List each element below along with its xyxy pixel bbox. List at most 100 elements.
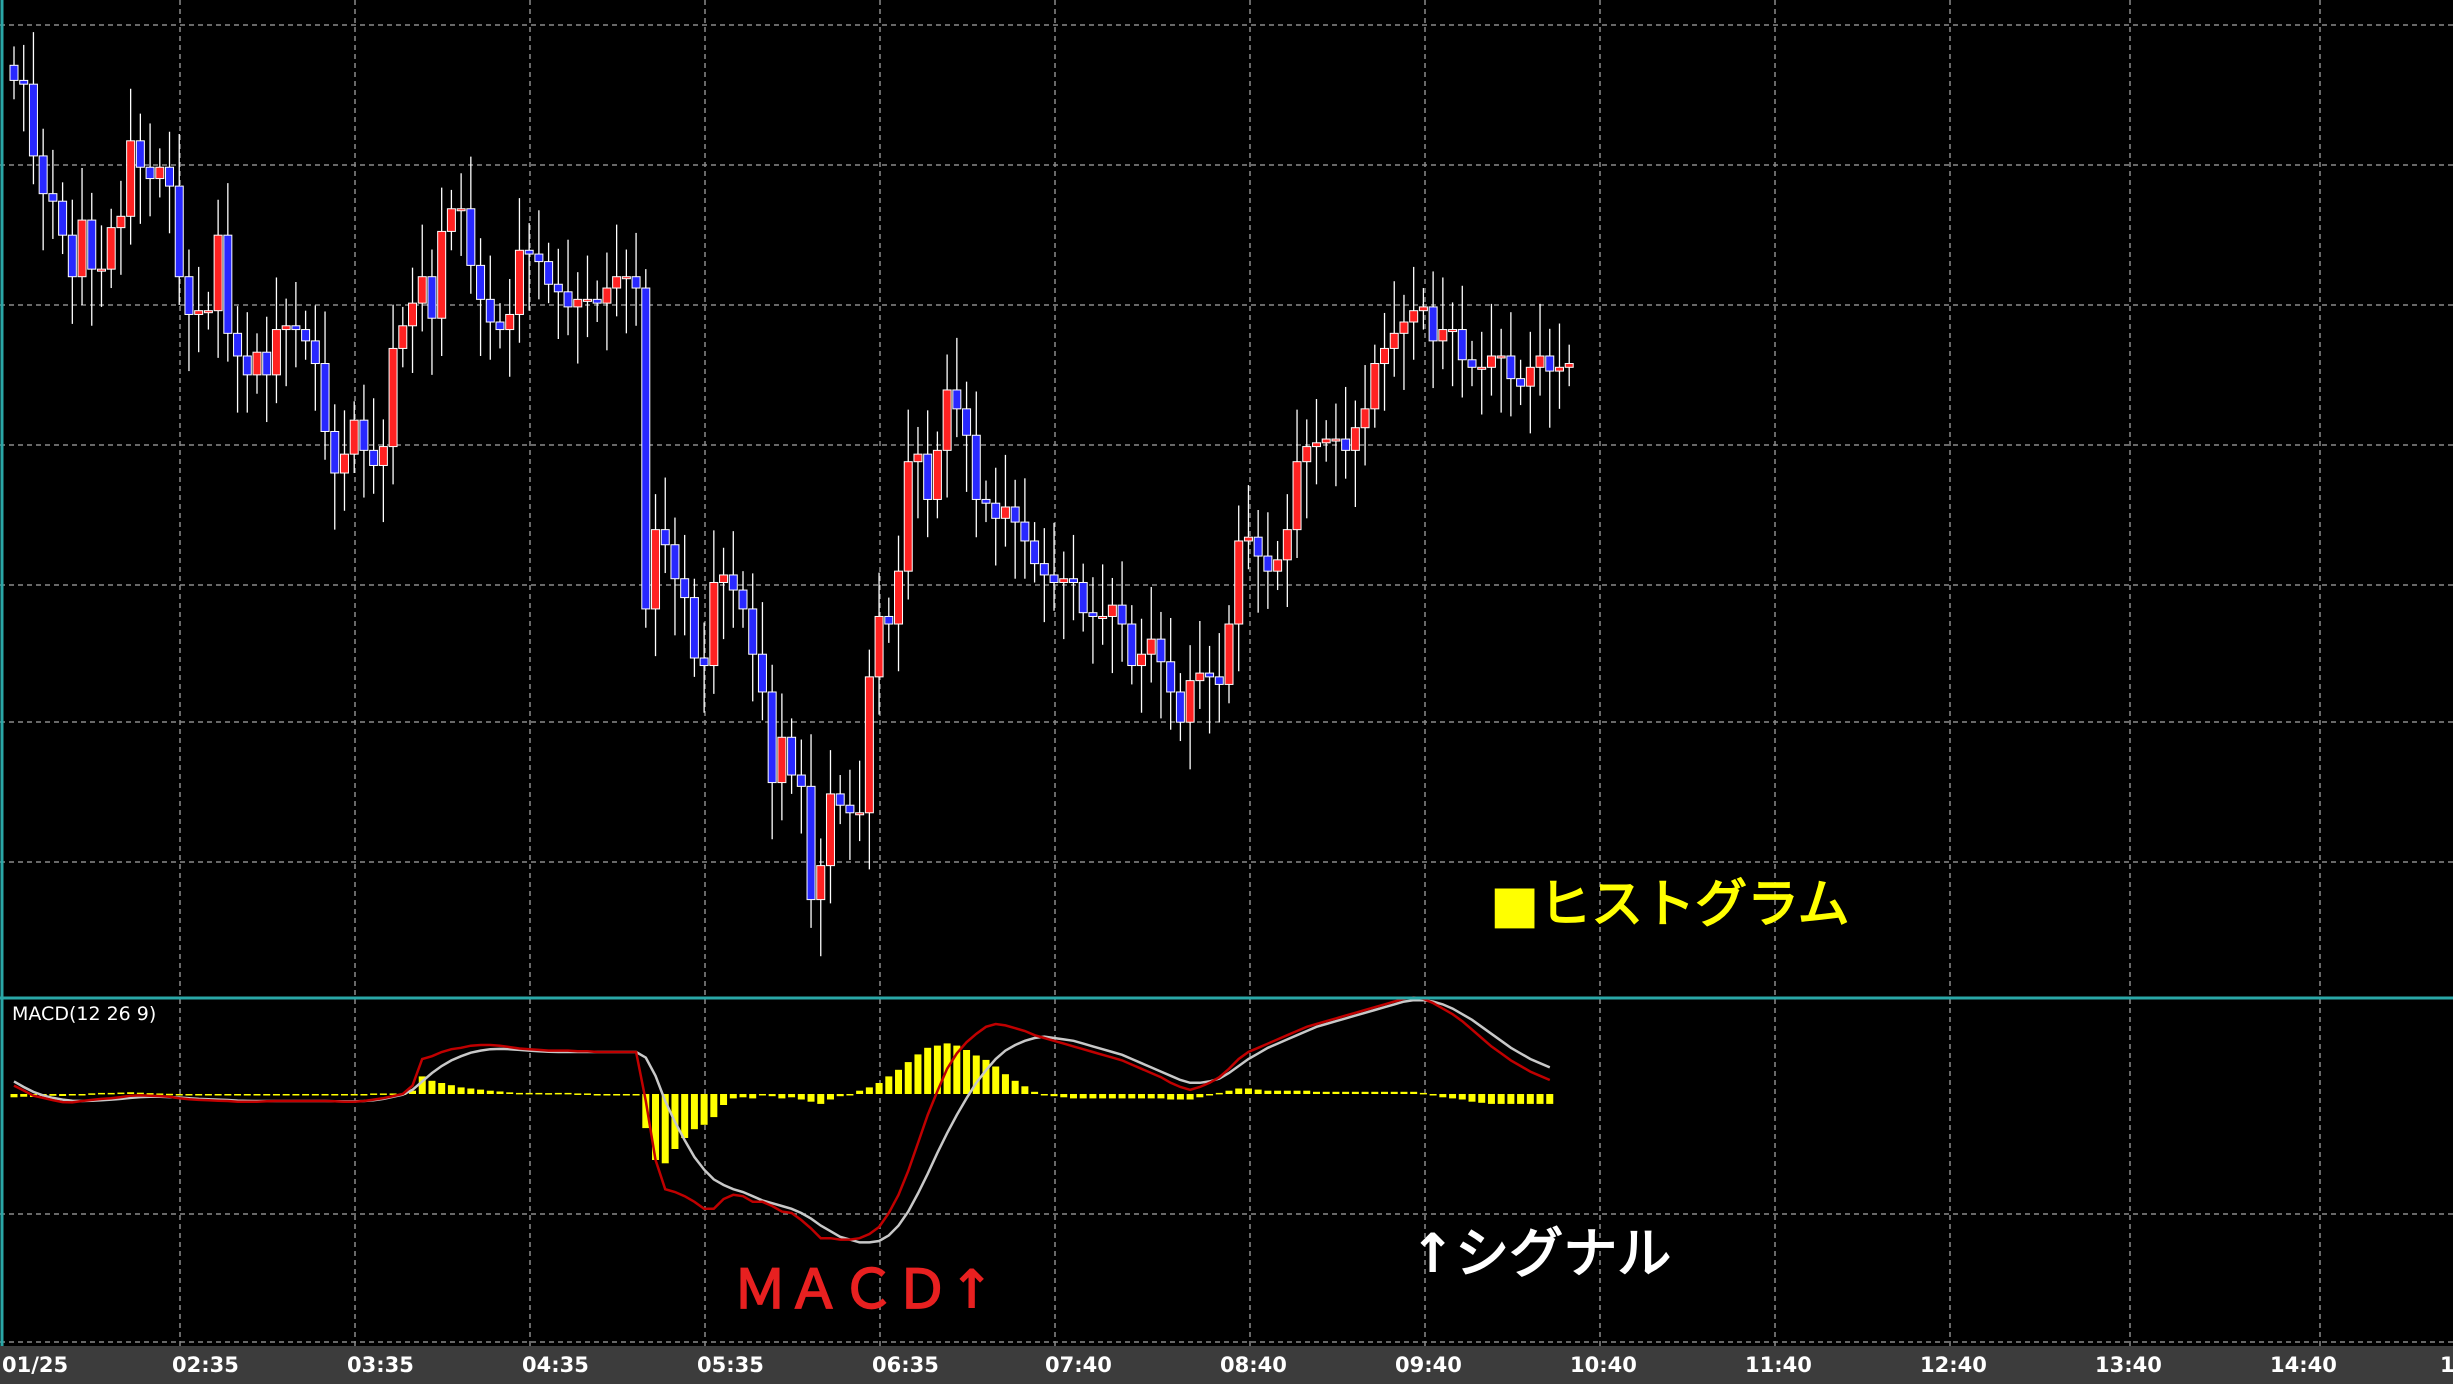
- bear-candle: [58, 200, 68, 236]
- bear-candle: [670, 544, 680, 580]
- x-tick-label: 01/25: [2, 1353, 68, 1377]
- bull-candle: [1224, 623, 1234, 685]
- histogram-bar: [1478, 1094, 1486, 1103]
- histogram-bar: [1225, 1090, 1233, 1094]
- bear-candle: [971, 434, 981, 500]
- x-tick-label: 06:35: [872, 1353, 939, 1377]
- bull-candle: [1107, 604, 1117, 617]
- histogram-bar: [88, 1093, 96, 1095]
- histogram-bar: [1507, 1094, 1515, 1104]
- histogram-bar: [10, 1094, 18, 1098]
- histogram-bar: [224, 1094, 232, 1096]
- bull-candle: [1448, 329, 1458, 333]
- histogram-bar: [1235, 1088, 1243, 1094]
- bull-candle: [573, 298, 583, 308]
- price-candles: [9, 32, 1574, 957]
- bull-candle: [913, 453, 923, 463]
- bear-candle: [369, 449, 379, 466]
- histogram-bar: [1458, 1094, 1466, 1100]
- histogram-bar: [340, 1094, 348, 1096]
- bear-candle: [320, 363, 330, 432]
- bull-candle: [1321, 438, 1331, 444]
- bull-candle: [1000, 506, 1010, 519]
- histogram-bar: [661, 1094, 669, 1164]
- bear-candle: [748, 608, 758, 655]
- histogram-bar: [409, 1090, 417, 1094]
- histogram-bar: [817, 1094, 825, 1104]
- bull-candle: [271, 329, 281, 376]
- bear-candle: [87, 219, 97, 270]
- bull-candle: [505, 313, 515, 331]
- signal-annotation: ↑シグナル: [1410, 1222, 1671, 1285]
- histogram-bar: [515, 1092, 523, 1095]
- bear-candle: [1341, 438, 1351, 451]
- bear-candle: [1175, 691, 1185, 723]
- bull-candle: [417, 276, 427, 304]
- bear-candle: [427, 276, 437, 319]
- histogram-bar: [1322, 1091, 1330, 1094]
- histogram-bar: [1099, 1094, 1107, 1099]
- bull-candle: [446, 208, 456, 232]
- bear-candle: [1068, 578, 1078, 583]
- histogram-bar: [1274, 1090, 1282, 1094]
- bear-candle: [359, 419, 369, 451]
- bull-candle: [1418, 306, 1428, 312]
- bull-candle: [1273, 559, 1283, 572]
- histogram-bar: [146, 1093, 154, 1095]
- histogram-bar: [992, 1066, 1000, 1094]
- bear-candle: [1214, 676, 1224, 685]
- histogram-bar: [758, 1094, 766, 1096]
- bull-candle: [1234, 540, 1244, 625]
- bear-candle: [145, 166, 155, 180]
- histogram-bar: [506, 1092, 514, 1094]
- histogram-bar: [78, 1094, 86, 1096]
- bull-candle: [339, 453, 349, 474]
- histogram-bar: [652, 1094, 660, 1160]
- bull-candle: [1302, 446, 1312, 463]
- histogram-bar: [1429, 1094, 1437, 1096]
- bear-candle: [38, 155, 48, 195]
- bull-candle: [514, 249, 524, 315]
- bear-candle: [174, 185, 184, 278]
- bull-candle: [1195, 672, 1205, 682]
- bull-candle: [719, 574, 729, 583]
- bear-candle: [806, 785, 816, 901]
- bear-candle: [845, 804, 855, 814]
- bear-candle: [1127, 623, 1137, 667]
- bull-candle: [1098, 615, 1108, 619]
- bear-candle: [495, 321, 505, 331]
- bear-candle: [233, 332, 243, 357]
- x-tick-label: 02:35: [172, 1353, 239, 1377]
- histogram-bar: [1546, 1094, 1554, 1104]
- bull-candle: [106, 227, 116, 270]
- bull-candle: [349, 419, 359, 455]
- bear-candle: [757, 653, 767, 693]
- bull-candle: [1486, 355, 1496, 368]
- histogram-bar: [749, 1094, 757, 1099]
- bear-candle: [19, 79, 29, 85]
- bear-candle: [1088, 612, 1098, 617]
- bear-candle: [660, 529, 670, 546]
- histogram-bar: [846, 1094, 854, 1096]
- histogram-bar: [885, 1076, 893, 1094]
- histogram-bar: [690, 1094, 698, 1130]
- histogram-bar: [272, 1094, 280, 1096]
- histogram-bar: [136, 1092, 144, 1095]
- bull-candle: [1185, 680, 1195, 723]
- x-tick-label: 05:35: [697, 1353, 764, 1377]
- bull-candle: [1438, 329, 1448, 342]
- bear-candle: [262, 351, 272, 376]
- histogram-bar: [1001, 1074, 1009, 1094]
- histogram-bar: [622, 1094, 630, 1096]
- bear-candle: [466, 208, 476, 266]
- bear-candle: [991, 502, 1001, 519]
- bull-candle: [1370, 363, 1380, 410]
- histogram-bar: [1196, 1094, 1204, 1098]
- histogram-bar: [768, 1094, 776, 1097]
- bull-candle: [1535, 355, 1545, 368]
- histogram-bar: [496, 1091, 504, 1094]
- histogram-bar: [914, 1054, 922, 1094]
- bear-candle: [1049, 574, 1059, 583]
- histogram-bar: [457, 1087, 465, 1094]
- histogram-bar: [924, 1047, 932, 1094]
